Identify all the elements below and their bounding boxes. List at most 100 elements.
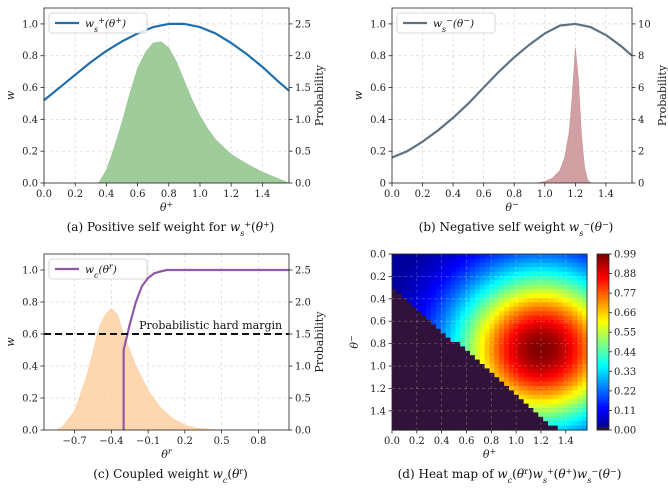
heatmap-cell [523,364,530,369]
heatmap-cell [518,350,525,356]
heatmap-cell [582,368,588,374]
heatmap-cell [538,289,544,295]
heatmap-cell [474,346,481,352]
heatmap-cell [445,306,452,312]
heatmap-cell [416,416,422,422]
heatmap-cell [557,394,564,400]
heatmap-cell [504,271,510,277]
heatmap-cell [445,262,452,268]
heatmap-cell [396,337,403,343]
heatmap-cell [450,359,456,365]
heatmap-cell [499,271,505,277]
heatmap-cell [548,399,554,405]
heatmap-cell [523,320,530,325]
heatmap-cell [543,403,549,409]
heatmap-cell [533,276,539,281]
heatmap-cell [484,355,491,361]
heatmap-cell [548,293,554,299]
heatmap-cell [396,324,403,330]
heatmap-cell [392,372,398,378]
heatmap-cell [528,262,534,268]
heatmap-cell [440,350,447,356]
a-weight-line [43,22,290,102]
heatmap-cell [552,289,559,295]
heatmap-cell [470,271,476,277]
heatmap-cell [484,381,491,387]
heatmap-cell [528,364,534,369]
heatmap-cell [528,416,534,422]
heatmap-cell [465,350,471,356]
heatmap-cell [465,342,471,347]
heatmap-cell [509,302,515,308]
heatmap-cell [552,324,559,330]
heatmap-cell [577,368,583,374]
d-y-tick-label: 0.8 [370,339,386,350]
heatmap-cell [411,364,417,369]
heatmap-cell [460,306,466,312]
a-legend: ws+(θ+) [48,12,148,34]
heatmap-cell [392,289,398,295]
heatmap-cell [528,421,534,427]
heatmap-cell [484,254,491,259]
heatmap-cell [518,302,525,308]
heatmap-cell [582,403,588,409]
heatmap-cell [528,359,534,365]
d-y-tick-label: 1.4 [370,406,386,417]
heatmap-cell [406,267,413,273]
c-caption: (c) Coupled weight wc(θr) [93,467,248,485]
heatmap-cell [401,403,408,409]
heatmap-cell [426,284,432,290]
heatmap-cell [450,271,456,277]
heatmap-cell [499,254,505,259]
heatmap-cell [416,412,422,418]
heatmap-cell [416,337,422,343]
heatmap-cell [504,368,510,374]
heatmap-cell [582,421,588,427]
heatmap-cell [543,412,549,418]
heatmap-cell [513,421,520,427]
heatmap-cell [562,355,569,361]
d-colorbar [596,253,610,431]
heatmap-cell [396,315,403,321]
d-y-ticks: 0.00.20.40.60.81.01.21.4 [370,250,392,417]
heatmap-cell [450,293,456,299]
heatmap-cell [479,328,486,334]
heatmap-cell [567,254,573,259]
heatmap-cell [421,333,427,339]
heatmap-cell [455,254,461,259]
heatmap-cell [396,342,403,347]
c-y-right-tick-label: 0.5 [295,394,311,405]
heatmap-cell [401,262,408,268]
heatmap-cell [509,267,515,273]
colorbar-segment [597,298,609,302]
heatmap-cell [421,355,427,361]
heatmap-cell [494,350,500,356]
heatmap-cell [460,280,466,286]
heatmap-cell [411,425,417,431]
colorbar-segment [597,324,609,328]
heatmap-cell [411,333,417,339]
heatmap-cell [533,350,539,356]
b-caption: (b) Negative self weight ws−(θ−) [419,220,614,238]
heatmap-cell [504,394,510,400]
heatmap-cell [494,355,500,361]
heatmap-cell [435,302,442,308]
heatmap-cell [494,284,500,290]
heatmap-cell [392,368,398,374]
heatmap-cell [504,276,510,281]
heatmap-cell [562,377,569,383]
heatmap-cell [440,333,447,339]
heatmap-cell [406,412,413,418]
heatmap-cell [499,381,505,387]
colorbar-segment [597,280,609,284]
heatmap-cell [460,394,466,400]
heatmap-cell [572,267,578,273]
heatmap-cell [401,390,408,396]
c-y-right-axis-label: Probability [313,311,326,373]
heatmap-cell [543,298,549,303]
heatmap-cell [489,346,495,352]
heatmap-cell [392,412,398,418]
heatmap-cell [455,416,461,422]
heatmap-cell [465,425,471,431]
heatmap-cell [567,262,573,268]
